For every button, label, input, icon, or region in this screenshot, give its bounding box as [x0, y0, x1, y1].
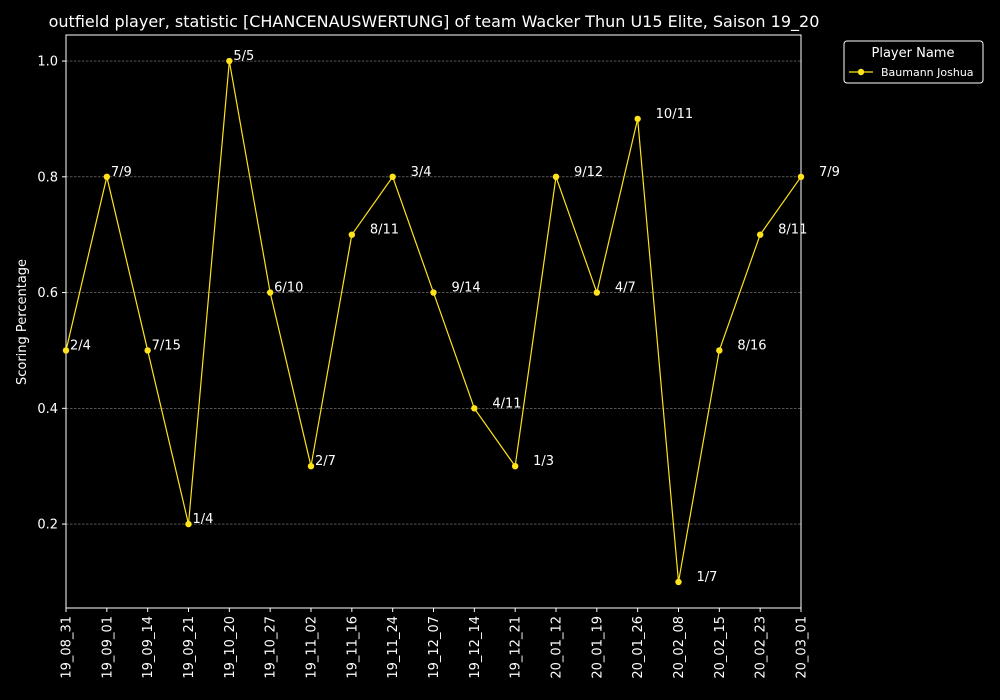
- y-tick-label: 0.4: [37, 402, 58, 417]
- x-tick-label: 19_12_14: [468, 616, 483, 679]
- y-tick-label: 1.0: [37, 55, 58, 70]
- data-label: 7/9: [819, 165, 840, 180]
- data-label: 4/11: [492, 396, 521, 411]
- data-point: [430, 289, 437, 296]
- x-tick-label: 19_09_14: [141, 616, 156, 679]
- x-tick-label: 19_10_27: [264, 616, 279, 679]
- chart-title: outfield player, statistic [CHANCENAUSWE…: [49, 12, 820, 32]
- data-label: 2/7: [315, 454, 336, 469]
- data-point: [266, 289, 274, 296]
- data-label: 10/11: [656, 107, 693, 122]
- data-labels: 2/4 7/9 7/15 1/4 5/5 6/10 2/7 8/11 3/4 9/14 4/11 1/…: [70, 49, 840, 585]
- x-tick-label: 20_01_19: [590, 616, 605, 679]
- legend-box: [843, 40, 984, 84]
- data-point: [307, 462, 315, 470]
- legend-entry-label: Baumann Joshua: [881, 66, 974, 79]
- data-label: 1/4: [193, 512, 214, 527]
- x-tick-label: 19_12_07: [427, 616, 442, 679]
- data-point: [552, 173, 560, 181]
- x-tick-label: 19_11_16: [345, 616, 360, 679]
- x-tick-label: 20_01_26: [631, 616, 646, 679]
- data-label: 1/7: [697, 570, 718, 585]
- x-tick-label: 19_08_31: [60, 616, 75, 679]
- data-point: [593, 289, 601, 296]
- data-label: 3/4: [411, 165, 432, 180]
- legend: Player Name Baumann Joshua: [843, 40, 984, 84]
- data-point: [185, 520, 192, 528]
- data-point: [144, 347, 151, 354]
- data-label: 2/4: [70, 338, 91, 353]
- data-point: [634, 115, 641, 123]
- x-tick-label: 19_10_20: [223, 616, 238, 679]
- x-tick-label: 20_02_15: [713, 616, 728, 679]
- data-label: 9/14: [452, 281, 481, 296]
- data-point: [226, 57, 233, 65]
- data-label: 7/15: [152, 338, 181, 353]
- y-tick-label: 0.6: [37, 286, 58, 301]
- x-tick-label: 19_11_24: [386, 616, 401, 679]
- legend-title: Player Name: [872, 46, 955, 61]
- x-tick-label: 19_09_01: [100, 616, 115, 679]
- data-label: 5/5: [233, 49, 254, 64]
- data-point: [797, 173, 805, 181]
- data-point: [389, 173, 396, 181]
- series: [62, 57, 805, 586]
- x-tick-label: 20_03_01: [795, 616, 810, 679]
- data-point: [103, 173, 111, 181]
- data-point: [511, 462, 519, 470]
- y-tick-label: 0.8: [37, 170, 58, 185]
- x-tick-label: 19_09_21: [182, 616, 197, 679]
- x-tick-label: 19_11_02: [305, 616, 320, 679]
- data-point: [675, 578, 682, 586]
- data-point: [716, 347, 723, 354]
- data-label: 8/11: [370, 223, 399, 238]
- y-tick-label: 0.2: [37, 518, 58, 533]
- data-label: 1/3: [533, 454, 554, 469]
- y-axis-label: Scoring Percentage: [15, 259, 30, 385]
- data-label: 7/9: [111, 165, 132, 180]
- data-label: 4/7: [615, 281, 636, 296]
- data-label: 9/12: [574, 165, 603, 180]
- data-point: [348, 231, 356, 238]
- x-tick-label: 20_02_08: [672, 616, 687, 679]
- x-tick-label: 20_01_12: [550, 616, 565, 679]
- legend-swatch-marker: [857, 68, 865, 76]
- data-label: 8/11: [778, 223, 807, 238]
- x-axis: 19_08_31 19_09_01 19_09_14 19_09_21 19_10_20…: [60, 608, 810, 679]
- x-tick-label: 20_02_23: [754, 616, 769, 679]
- y-axis: 0.2 0.4 0.6 0.8 1.0: [37, 55, 66, 533]
- data-label: 6/10: [274, 281, 303, 296]
- x-tick-label: 19_12_21: [509, 616, 524, 679]
- data-point: [471, 405, 478, 412]
- data-point: [756, 231, 764, 238]
- data-label: 8/16: [737, 338, 766, 353]
- data-point: [62, 347, 70, 354]
